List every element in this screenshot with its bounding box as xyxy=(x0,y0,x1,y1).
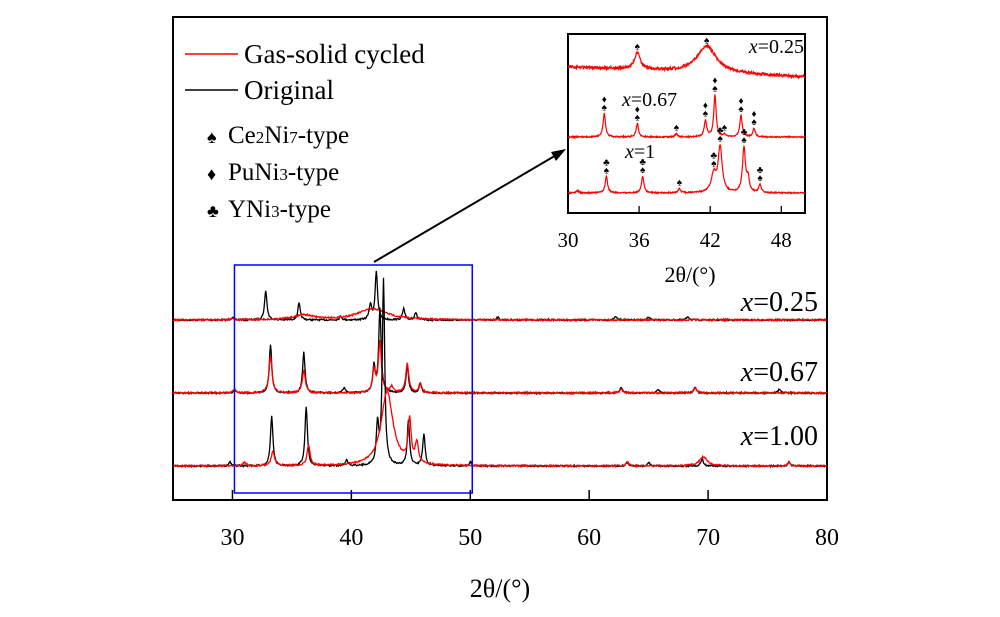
inset-x-ticks: 30 36 42 48 xyxy=(558,206,792,252)
legend-label-cycled: Gas-solid cycled xyxy=(244,39,425,69)
zoom-arrow-head xyxy=(551,149,566,161)
inset-sample-label: x=1 xyxy=(624,141,655,163)
phase-marker-icon: ♠ xyxy=(711,158,717,169)
phase-marker-icon: ♠ xyxy=(738,104,744,115)
phase-marker-icon: ♠ xyxy=(741,135,747,146)
inset-x-tick-label: 36 xyxy=(629,228,650,252)
main-x-axis-label: 2θ/(°) xyxy=(470,574,530,603)
x-tick-label: 30 xyxy=(220,525,244,551)
phase-marker-icon: ♠ xyxy=(635,42,641,53)
phase-legend-label: YNi3-type xyxy=(228,196,331,223)
inset-series-line xyxy=(567,144,806,196)
inset-x-axis-label: 2θ/(°) xyxy=(664,262,715,287)
x-tick-label: 50 xyxy=(458,525,482,551)
phase-legend-label: PuNi3-type xyxy=(228,159,339,186)
phase-marker-icon: ♠ xyxy=(717,134,723,145)
x-tick-label: 60 xyxy=(577,525,601,551)
phase-marker-icon: ♦ xyxy=(703,100,708,111)
inset-series-line xyxy=(567,94,806,140)
x-tick-label: 40 xyxy=(339,525,363,551)
main-x-ticks: 30 40 50 60 70 80 xyxy=(220,490,839,551)
inset-sample-label: x=0.67 xyxy=(621,89,677,111)
phase-marker-icon: ♦ xyxy=(751,109,756,120)
phase-symbol-icon: ♦ xyxy=(207,164,216,184)
phase-marker-icon: ♠ xyxy=(635,112,641,123)
phase-marker-icon: ♠ xyxy=(602,103,608,114)
inset-x-tick-label: 30 xyxy=(558,228,579,252)
inset-curves: ♠♠♦♠ ♦♠♠♦♠♦♠♠♦♠ ♦♠♣♠♣♠♠♣♠♣♠♣♠♣♠x=0.25x=0.6… xyxy=(567,35,806,196)
x-tick-label: 80 xyxy=(815,525,839,551)
phase-marker-icon: ♠ xyxy=(757,173,763,184)
series-original-line xyxy=(173,277,828,469)
phase-symbol-icon: ♠ xyxy=(207,127,217,147)
phase-marker-icon: ♠ xyxy=(722,123,728,134)
zoom-arrow-line xyxy=(373,153,559,263)
phase-marker-icon: ♠ xyxy=(712,84,718,95)
phase-marker-icon: ♦ xyxy=(738,96,743,107)
series-cycled-line xyxy=(172,307,828,323)
inset-series-line xyxy=(567,42,806,80)
sample-label: x=0.25 xyxy=(740,287,818,318)
sample-label: x=0.67 xyxy=(740,357,818,388)
main-curves xyxy=(172,270,828,469)
phase-marker-icon: ♣ xyxy=(710,150,717,161)
series-cycled-line xyxy=(172,339,828,396)
phase-marker-icon: ♠ xyxy=(640,165,646,176)
phase-marker-icon: ♣ xyxy=(757,165,764,176)
phase-marker-icon: ♦ xyxy=(712,76,717,87)
series-cycled-line xyxy=(172,388,828,469)
phase-symbol-icon: ♣ xyxy=(207,201,219,221)
inset-x-tick-label: 42 xyxy=(700,228,721,252)
phase-marker-icon: ♠ xyxy=(677,178,683,189)
x-tick-label: 70 xyxy=(696,525,720,551)
main-plot-frame xyxy=(172,16,828,501)
phase-marker-icon: ♠ xyxy=(704,35,710,46)
sample-label: x=1.00 xyxy=(740,421,818,452)
phase-marker-icon: ♠ xyxy=(751,117,757,128)
highlight-box xyxy=(233,264,474,494)
series-original-line xyxy=(172,270,828,323)
phase-marker-icon: ♦ xyxy=(635,104,640,115)
inset-x-tick-label: 48 xyxy=(771,228,792,252)
inset-sample-label: x=0.25 xyxy=(748,36,804,58)
sample-labels: x=0.25 x=0.67 x=1.00 xyxy=(740,287,818,452)
phase-marker-icon: ♠ xyxy=(674,123,680,134)
legend: Gas-solid cycled Original ♠ Ce2Ni7-type ♦ P… xyxy=(185,39,425,223)
phase-marker-icon: ♣ xyxy=(717,126,724,137)
phase-marker-icon: ♣ xyxy=(603,157,610,168)
phase-marker-icon: ♠ xyxy=(604,165,610,176)
phase-marker-icon: ♦ xyxy=(602,95,607,106)
legend-label-original: Original xyxy=(244,75,334,105)
phase-marker-icon: ♠ xyxy=(703,108,709,119)
phase-marker-icon: ♣ xyxy=(639,157,646,168)
phase-legend-label: Ce2Ni7-type xyxy=(228,122,349,149)
phase-legend: ♠ Ce2Ni7-type ♦ PuNi3-type ♣ YNi3-type xyxy=(207,122,349,223)
phase-marker-icon: ♣ xyxy=(741,127,748,138)
